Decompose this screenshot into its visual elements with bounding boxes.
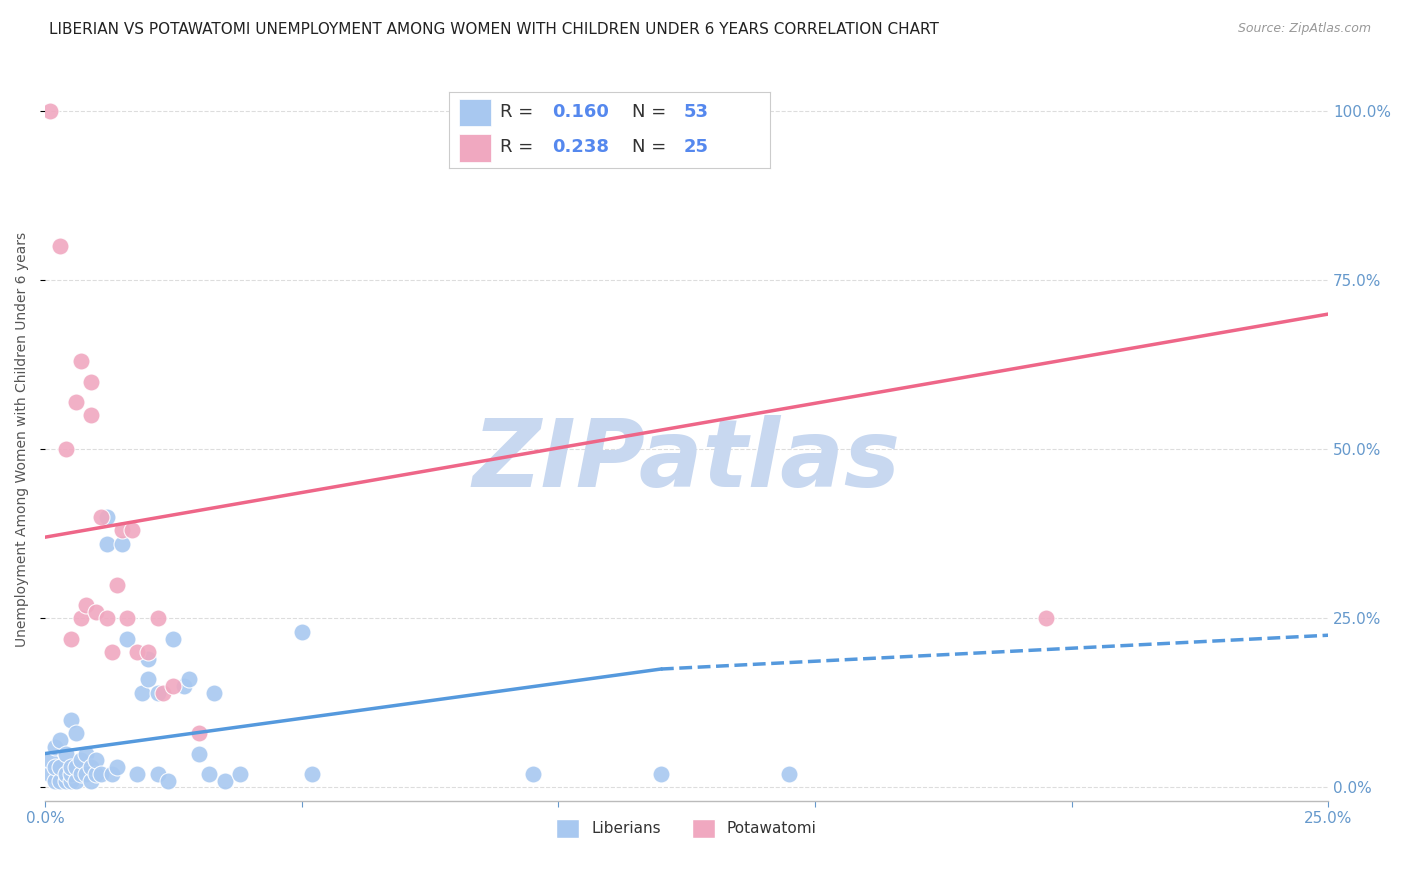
Point (39, 767, 62, 781)
Point (70, 767, 93, 781)
Point (202, 686, 225, 700)
Point (80, 375, 103, 389)
Point (229, 767, 252, 781)
Point (65, 726, 87, 740)
Point (90, 767, 112, 781)
Y-axis label: Unemployment Among Women with Children Under 6 years: Unemployment Among Women with Children U… (15, 232, 30, 647)
Point (59, 632, 82, 646)
Point (100, 645, 122, 659)
Point (80, 760, 103, 774)
Point (188, 747, 211, 761)
Point (65, 773, 87, 788)
Point (115, 611, 138, 625)
Point (146, 686, 169, 700)
Point (65, 760, 87, 774)
Point (55, 767, 77, 781)
Point (146, 767, 169, 781)
Point (136, 672, 159, 686)
Point (522, 767, 544, 781)
Point (1035, 611, 1057, 625)
Point (96, 509, 118, 524)
Point (84, 753, 107, 767)
Point (55, 773, 77, 788)
Text: Source: ZipAtlas.com: Source: ZipAtlas.com (1237, 22, 1371, 36)
Point (80, 773, 103, 788)
Point (44, 760, 66, 774)
Point (162, 679, 184, 693)
Point (131, 686, 153, 700)
Point (111, 537, 134, 551)
Point (198, 767, 221, 781)
Point (136, 645, 159, 659)
Point (39, 104, 62, 119)
Point (173, 679, 195, 693)
Point (301, 767, 323, 781)
Point (152, 686, 174, 700)
Point (84, 605, 107, 619)
Point (49, 733, 72, 747)
Point (70, 354, 93, 368)
Point (157, 773, 180, 788)
Point (65, 395, 87, 409)
Point (59, 773, 82, 788)
Point (49, 760, 72, 774)
Point (59, 767, 82, 781)
Point (75, 767, 97, 781)
Text: ZIPatlas: ZIPatlas (472, 415, 901, 507)
Point (90, 509, 112, 524)
Point (70, 611, 93, 625)
Point (105, 577, 128, 591)
Point (177, 672, 200, 686)
Point (127, 645, 149, 659)
Point (55, 442, 77, 457)
Point (188, 726, 211, 740)
Legend: Liberians, Potawatomi: Liberians, Potawatomi (550, 813, 823, 844)
Point (105, 760, 128, 774)
Point (44, 773, 66, 788)
Point (70, 753, 93, 767)
Point (80, 409, 103, 423)
Text: LIBERIAN VS POTAWATOMI UNEMPLOYMENT AMONG WOMEN WITH CHILDREN UNDER 6 YEARS CORR: LIBERIAN VS POTAWATOMI UNEMPLOYMENT AMON… (49, 22, 939, 37)
Point (96, 611, 118, 625)
Point (121, 524, 143, 538)
Point (75, 747, 97, 761)
Point (44, 739, 66, 754)
Point (115, 632, 138, 646)
Point (84, 767, 107, 781)
Point (49, 239, 72, 253)
Point (136, 652, 159, 666)
Point (59, 760, 82, 774)
Point (59, 713, 82, 727)
Point (39, 753, 62, 767)
Point (49, 773, 72, 788)
Point (146, 611, 169, 625)
Point (214, 773, 236, 788)
Point (291, 624, 314, 639)
Point (778, 767, 800, 781)
Point (100, 767, 122, 781)
Point (75, 598, 97, 612)
Point (127, 767, 149, 781)
Point (111, 524, 134, 538)
Point (162, 632, 184, 646)
Point (96, 537, 118, 551)
Point (650, 767, 672, 781)
Point (55, 747, 77, 761)
